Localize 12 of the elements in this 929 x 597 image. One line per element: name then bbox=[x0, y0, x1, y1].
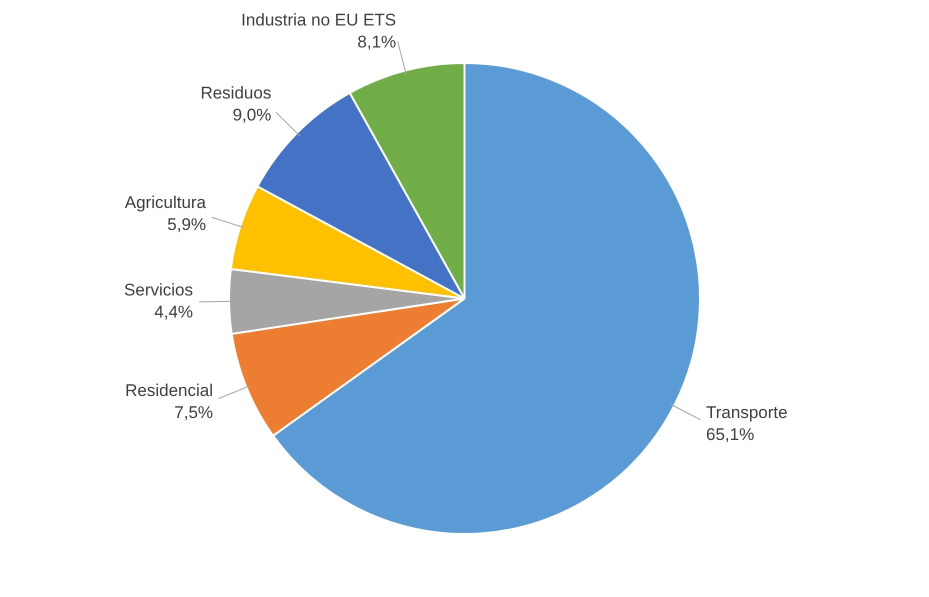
data-label: 7,5% bbox=[174, 403, 214, 422]
slice-label: Servicios bbox=[124, 280, 194, 300]
data-label: 9,0% bbox=[232, 106, 272, 125]
data-label: 4,4% bbox=[154, 302, 194, 322]
slice-label: Industria no EU ETS bbox=[241, 10, 396, 30]
slice-label: Transporte bbox=[706, 403, 788, 422]
slice-label: Residencial bbox=[125, 381, 214, 400]
data-label: 8,1% bbox=[357, 32, 396, 52]
data-label: 65,1% bbox=[706, 425, 754, 444]
data-label: 5,9% bbox=[167, 214, 206, 234]
slice-label: Residuos bbox=[200, 84, 272, 103]
slice-label: Agricultura bbox=[124, 192, 207, 212]
